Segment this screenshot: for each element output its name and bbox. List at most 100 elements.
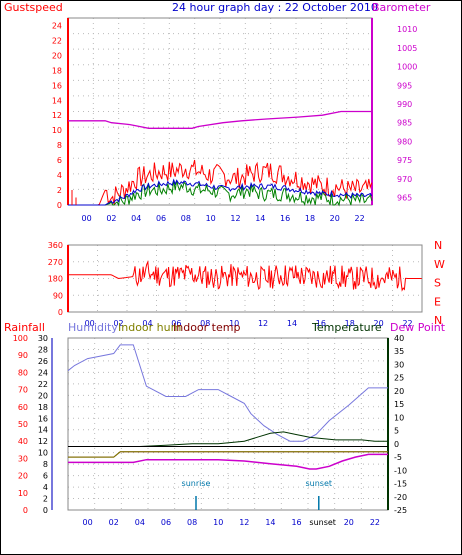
x-tick-panel1: 22: [354, 214, 364, 223]
rain-tick: 80: [18, 368, 28, 377]
rain-tick: 100: [13, 334, 28, 343]
temperature-tick: 35: [394, 347, 404, 356]
indoor-hum-tick: 4: [43, 483, 48, 492]
x-tick-panel2: 22: [402, 319, 412, 328]
x-tick-panel3: 06: [161, 518, 171, 527]
x-tick-panel3: 00: [82, 518, 92, 527]
indoor-hum-tick: 26: [38, 357, 48, 366]
temperature-tick: 5: [394, 427, 399, 436]
rain-tick: 30: [18, 454, 28, 463]
gustspeed-label: Gustspeed: [4, 1, 63, 14]
x-tick-panel1: 06: [156, 214, 166, 223]
x-tick-panel1: 12: [230, 214, 240, 223]
x-tick-panel1: 08: [181, 214, 191, 223]
rain-tick: 0: [23, 506, 28, 515]
compass-label: W: [434, 258, 445, 271]
x-tick-panel1: 10: [206, 214, 216, 223]
gust-tick: 10: [52, 126, 62, 135]
barometer-tick: 1000: [397, 63, 417, 72]
x-tick-panel3: 02: [109, 518, 119, 527]
x-tick-panel3: 12: [239, 518, 249, 527]
x-tick-panel3: 22: [370, 518, 380, 527]
barometer-line: [68, 110, 372, 129]
x-tick-panel1: 20: [330, 214, 340, 223]
temperature-tick: 0: [394, 440, 399, 449]
gust-tick: 20: [52, 51, 62, 60]
indoor-hum-tick: 6: [43, 472, 48, 481]
average-line: [68, 178, 373, 206]
temperature-tick: 15: [394, 400, 404, 409]
x-tick-panel2: 00: [85, 319, 95, 328]
compass-label: E: [434, 295, 441, 308]
x-tick-panel1: 18: [305, 214, 315, 223]
rain-tick: 10: [18, 489, 28, 498]
barometer-tick: 980: [397, 137, 412, 146]
x-tick-panel2: 18: [345, 319, 355, 328]
panel3-header-label: Rainfall: [4, 321, 45, 334]
indoor-hum-tick: 16: [38, 414, 48, 423]
panel3-header-label: Dew Point: [390, 321, 446, 334]
direction-tick: 360: [48, 241, 63, 250]
barometer-tick: 985: [397, 119, 412, 128]
panel3-header-label: Indoor temp: [173, 321, 240, 334]
x-tick-panel1: 14: [255, 214, 265, 223]
dew-point-series: [68, 453, 388, 470]
compass-label: N: [434, 239, 442, 252]
gust-line: [68, 159, 373, 206]
x-tick-panel3: 16: [291, 518, 301, 527]
temperature-tick: 30: [394, 360, 404, 369]
barometer-tick: 990: [397, 100, 412, 109]
rain-tick: 60: [18, 403, 28, 412]
indoor-hum-tick: 8: [43, 460, 48, 469]
x-tick-panel1: 16: [280, 214, 290, 223]
x-tick-panel1: 02: [106, 214, 116, 223]
sunset-label: sunset: [306, 479, 333, 488]
indoor-hum-tick: 0: [43, 506, 48, 515]
barometer-tick: 995: [397, 81, 412, 90]
panel3-header-label: Humidity: [68, 321, 118, 334]
temperature-tick: -20: [394, 493, 407, 502]
wind-line: [68, 179, 373, 207]
gust-tick: 0: [57, 201, 62, 210]
temperature-tick: -25: [394, 506, 407, 515]
indoor-hum-tick: 14: [38, 426, 48, 435]
x-tick-panel1: 00: [82, 214, 92, 223]
gust-tick: 12: [52, 111, 62, 120]
gust-tick: 4: [57, 171, 62, 180]
x-tick-panel2: 20: [374, 319, 384, 328]
indoor-hum-tick: 24: [38, 368, 48, 377]
x-tick-panel3: 20: [344, 518, 354, 527]
x-tick-panel2: 06: [171, 319, 181, 328]
x-tick-panel3: 10: [213, 518, 223, 527]
x-tick-panel2: 10: [229, 319, 239, 328]
gust-tick: 22: [52, 36, 62, 45]
rain-tick: 20: [18, 472, 28, 481]
temperature-tick: 40: [394, 334, 404, 343]
barometer-tick: 1010: [397, 25, 417, 34]
rain-tick: 90: [18, 351, 28, 360]
temperature-tick: -10: [394, 466, 407, 475]
gust-tick: 2: [57, 186, 62, 195]
x-tick-panel3: 04: [135, 518, 145, 527]
indoor-hum-tick: 22: [38, 380, 48, 389]
x-tick-panel3: 14: [265, 518, 275, 527]
x-tick-panel3: 08: [187, 518, 197, 527]
direction-tick: 180: [48, 275, 63, 284]
temperature-tick: -5: [394, 453, 402, 462]
barometer-tick: 970: [397, 175, 412, 184]
compass-label: S: [434, 277, 441, 290]
barometer-tick: 975: [397, 156, 412, 165]
rain-tick: 50: [18, 420, 28, 429]
barometer-label: Barometer: [372, 1, 431, 14]
x-tick-panel2: 04: [142, 319, 152, 328]
indoor-hum-series: [68, 451, 388, 458]
x-tick-panel2: 02: [113, 319, 123, 328]
gust-tick: 14: [52, 96, 62, 105]
chart-title: 24 hour graph day : 22 October 2010: [172, 1, 378, 14]
gust-tick: 24: [52, 21, 62, 30]
compass-label: N: [434, 314, 442, 327]
wind-direction-line: [68, 260, 422, 292]
indoor-hum-tick: 28: [38, 345, 48, 354]
